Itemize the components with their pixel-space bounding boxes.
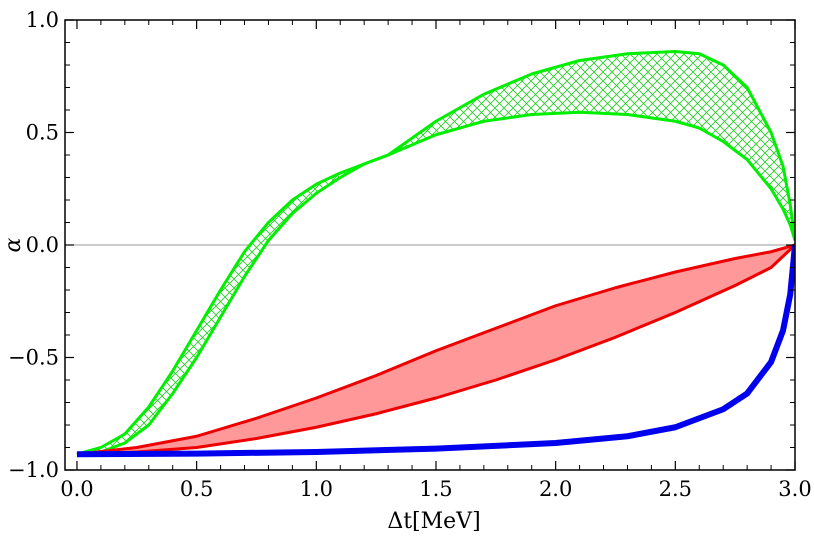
red-band-fill (76, 245, 795, 455)
plot-area (65, 50, 795, 458)
y-tick-label: 0.0 (26, 233, 59, 257)
x-tick-label: 3.0 (778, 477, 811, 501)
red-band-lower (76, 243, 795, 456)
axis-ticks (65, 19, 796, 471)
y-tick-label: 0.5 (26, 121, 59, 145)
x-tick-label: 2.0 (539, 477, 572, 501)
x-tick-label: 0.5 (180, 477, 213, 501)
green-band-lower (76, 110, 795, 456)
y-tick-label: −1.0 (8, 458, 59, 482)
x-tick-label: 2.5 (659, 477, 692, 501)
y-tick-label: −0.5 (8, 346, 59, 370)
green-band-fill (76, 51, 795, 455)
y-axis-label: α (1, 237, 26, 252)
x-tick-label: 1.0 (300, 477, 333, 501)
x-tick-label: 0.0 (60, 477, 93, 501)
y-tick-label: 1.0 (26, 8, 59, 32)
x-tick-label: 1.5 (419, 477, 452, 501)
blue-curve (76, 244, 795, 458)
red-band-upper (76, 243, 795, 456)
tick-labels: 0.0 0.5 1.0 1.5 2.0 2.5 3.0 −1.0 −0.5 0.0 0.5 1.0 (8, 8, 812, 501)
x-axis-label: Δt[MeV] (387, 509, 480, 534)
